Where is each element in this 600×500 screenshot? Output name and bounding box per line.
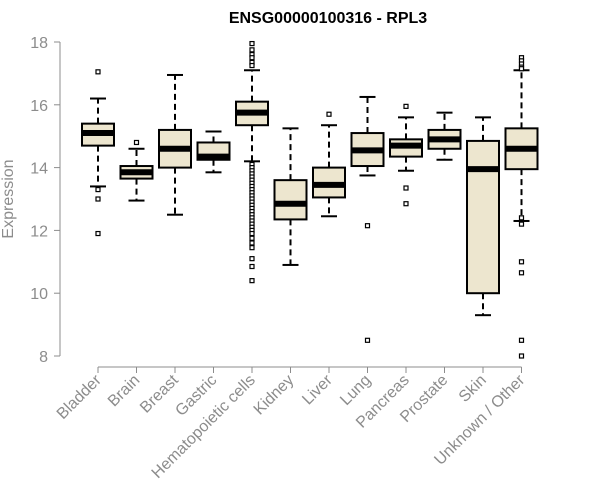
outlier-point — [249, 256, 255, 262]
outlier-point — [518, 66, 525, 72]
outlier-point — [95, 186, 101, 193]
outlier-point — [133, 139, 140, 146]
y-tick-label: 8 — [39, 349, 48, 366]
y-tick-label: 10 — [30, 286, 48, 303]
box-group — [196, 130, 231, 174]
outlier-point — [249, 47, 255, 53]
x-tick-label: Kidney — [251, 372, 298, 419]
x-tick-label: Skin — [456, 372, 490, 406]
outlier-point — [518, 259, 525, 265]
outlier-point — [518, 221, 525, 227]
box-group — [466, 116, 500, 317]
box-group — [81, 69, 115, 237]
outlier-point — [249, 235, 255, 241]
x-tick-label: Liver — [299, 371, 336, 408]
outlier-point — [249, 62, 255, 69]
y-tick-label: 16 — [30, 98, 48, 115]
outlier-point — [95, 230, 101, 237]
outlier-point — [249, 230, 255, 237]
box-group — [273, 127, 308, 266]
outlier-point — [249, 40, 255, 47]
iqr-box — [466, 139, 500, 295]
outlier-point — [95, 69, 101, 75]
box-group — [427, 111, 462, 161]
outlier-point — [249, 245, 255, 251]
y-tick-label: 18 — [30, 35, 48, 52]
outlier-point — [518, 353, 525, 359]
box-group — [389, 103, 423, 207]
outlier-point — [95, 196, 101, 202]
y-tick-label: 14 — [30, 161, 48, 178]
outlier-point — [518, 337, 525, 343]
outlier-point — [249, 55, 255, 61]
outlier-point — [518, 270, 525, 276]
y-tick-label: 12 — [30, 223, 48, 240]
box-group — [504, 55, 539, 359]
outlier-point — [249, 240, 255, 246]
outlier-point — [403, 103, 409, 109]
outlier-point — [249, 263, 255, 270]
y-axis-label: Expression — [0, 159, 17, 238]
boxes — [81, 40, 539, 359]
outlier-point — [403, 185, 409, 191]
box-group — [350, 95, 385, 343]
outlier-point — [364, 223, 371, 229]
outlier-point — [326, 111, 332, 117]
outlier-point — [518, 215, 525, 221]
box-group — [312, 111, 346, 218]
outlier-point — [249, 278, 255, 284]
chart-title: ENSG00000100316 - RPL3 — [229, 10, 427, 27]
outlier-point — [364, 337, 371, 343]
iqr-box — [273, 179, 308, 221]
box-group — [119, 139, 154, 202]
box-group — [158, 73, 192, 216]
box-group — [235, 40, 269, 284]
x-tick-label: Bladder — [54, 371, 105, 422]
outlier-point — [403, 201, 409, 207]
